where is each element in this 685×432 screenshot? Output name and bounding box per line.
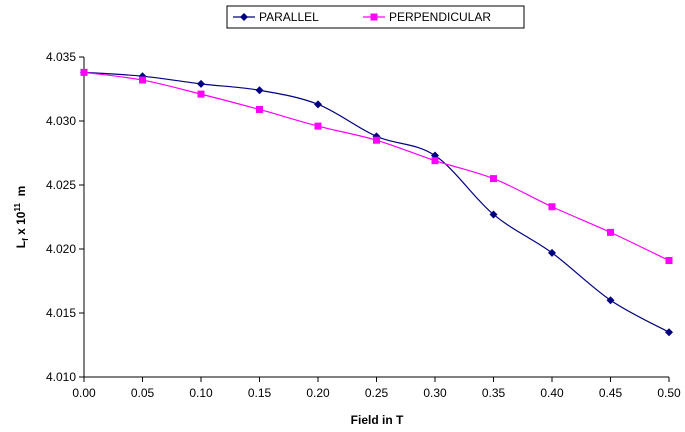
data-point-parallel <box>548 248 556 257</box>
y-tick-label: 4.020 <box>46 242 76 256</box>
x-tick-label: 0.00 <box>72 386 96 400</box>
x-tick-label: 0.25 <box>365 386 389 400</box>
x-tick-label: 0.20 <box>306 386 330 400</box>
y-tick-label: 4.025 <box>46 178 76 192</box>
x-tick-label: 0.30 <box>423 386 447 400</box>
x-tick-label: 0.35 <box>482 386 506 400</box>
y-tick-label: 4.035 <box>46 50 76 64</box>
data-point-parallel <box>665 328 673 337</box>
data-point-perpendicular <box>373 136 380 144</box>
data-point-parallel <box>606 296 615 305</box>
data-point-perpendicular <box>490 175 497 183</box>
legend-marker-perpendicular <box>370 13 378 21</box>
data-point-perpendicular <box>80 68 88 76</box>
series-parallel <box>80 68 673 337</box>
x-tick-label: 0.40 <box>540 386 564 400</box>
y-axis-title-sub: f <box>21 238 30 241</box>
legend-item-parallel: PARALLEL <box>233 10 319 24</box>
series-perpendicular <box>80 68 673 265</box>
y-axis-title-sup: 11 <box>13 203 22 212</box>
x-tick-label: 0.45 <box>599 386 623 400</box>
legend-label-perpendicular: PERPENDICULAR <box>389 10 491 24</box>
y-tick-label: 4.015 <box>46 306 76 320</box>
data-point-perpendicular <box>548 203 556 211</box>
y-axis-title: Lf x 1011 m <box>13 186 30 249</box>
y-tick-label: 4.010 <box>46 370 76 384</box>
y-tick-label: 4.030 <box>46 114 76 128</box>
x-tick-label: 0.10 <box>189 386 213 400</box>
series-line-parallel <box>83 71 670 333</box>
data-point-perpendicular <box>431 157 439 165</box>
data-point-parallel <box>197 79 205 88</box>
x-tick-label: 0.15 <box>248 386 272 400</box>
data-point-perpendicular <box>607 228 614 236</box>
data-point-perpendicular <box>139 76 146 84</box>
data-point-parallel <box>255 86 264 95</box>
legend-marker-parallel <box>240 13 248 21</box>
data-point-parallel <box>314 100 322 109</box>
y-axis-title-main: L <box>14 241 28 248</box>
x-axis-title: Field in T <box>351 413 404 427</box>
legend: PARALLEL PERPENDICULAR <box>226 5 525 29</box>
data-point-parallel <box>489 210 498 219</box>
data-point-perpendicular <box>256 105 263 113</box>
x-tick-label: 0.50 <box>657 386 681 400</box>
legend-label-parallel: PARALLEL <box>259 10 319 24</box>
x-tick-label: 0.05 <box>131 386 155 400</box>
legend-item-perpendicular: PERPENDICULAR <box>363 10 491 24</box>
data-point-perpendicular <box>665 257 673 265</box>
series-line-perpendicular <box>83 71 670 262</box>
data-point-perpendicular <box>197 90 205 98</box>
y-axis-title-unit: m <box>14 186 28 203</box>
data-point-perpendicular <box>314 122 322 130</box>
y-axis-title-mid: x 10 <box>14 211 28 238</box>
